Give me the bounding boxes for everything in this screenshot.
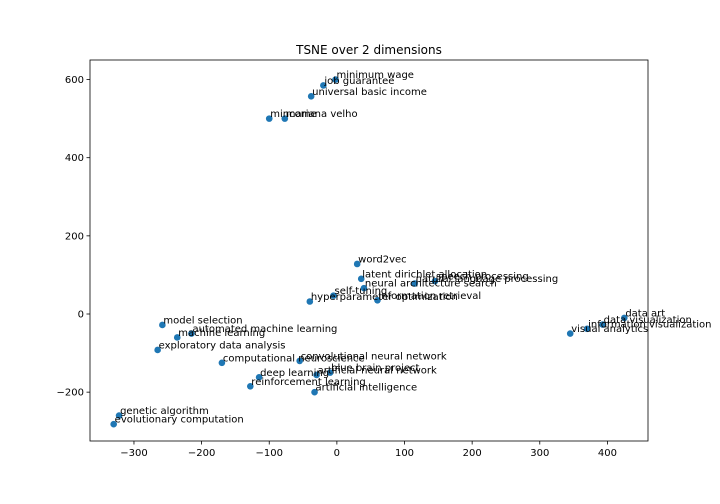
scatter-point bbox=[296, 357, 303, 365]
scatter-point bbox=[320, 82, 327, 89]
point-label: evolutionary computation bbox=[115, 415, 244, 426]
scatter-point bbox=[332, 76, 339, 83]
y-axis: −200 0 200 400 600 bbox=[57, 75, 90, 399]
scatter-point bbox=[246, 382, 254, 390]
scatter-point bbox=[306, 298, 314, 305]
scatter-point bbox=[154, 346, 161, 354]
scatter-point bbox=[307, 93, 315, 100]
point-label: speech processing bbox=[436, 272, 529, 283]
y-tick-label: 200 bbox=[65, 231, 84, 242]
scatter-point bbox=[188, 330, 195, 337]
point-label: information visualization bbox=[588, 319, 711, 330]
scatter-point bbox=[281, 115, 289, 122]
point-label: mariana velho bbox=[286, 109, 358, 120]
y-tick-label: 400 bbox=[65, 153, 84, 164]
scatter-point bbox=[326, 369, 334, 376]
point-label: minimum wage bbox=[337, 70, 414, 81]
axes-frame bbox=[89, 59, 649, 442]
x-axis: −300 −200 −100 0 100 200 300 400 bbox=[120, 441, 617, 459]
x-tick-label: −200 bbox=[188, 448, 215, 459]
point-label: latent dirichlet allocation bbox=[362, 269, 487, 280]
point-label: automated machine learning bbox=[192, 324, 337, 335]
x-tick-label: −100 bbox=[256, 448, 283, 459]
x-tick-label: 200 bbox=[463, 448, 482, 459]
point-label: self-tuning bbox=[334, 286, 387, 297]
scatter-point bbox=[566, 330, 574, 337]
scatter-point bbox=[360, 284, 368, 292]
scatter-point bbox=[115, 412, 123, 419]
point-label: reinforcement learning bbox=[251, 377, 365, 388]
scatter-point bbox=[353, 260, 361, 268]
y-tick-label: 0 bbox=[78, 310, 84, 321]
scatter-point bbox=[621, 314, 628, 322]
scatter-point bbox=[265, 115, 273, 122]
x-tick-label: 400 bbox=[598, 448, 617, 459]
x-tick-label: −300 bbox=[120, 448, 147, 459]
point-label: computational neuroscience bbox=[223, 353, 365, 364]
point-label: exploratory data analysis bbox=[159, 340, 286, 351]
point-label: universal basic income bbox=[312, 87, 427, 98]
point-label: natural language processing bbox=[416, 274, 559, 285]
x-tick-label: 0 bbox=[334, 448, 340, 459]
point-label: deep learning bbox=[260, 368, 329, 379]
scatter-point bbox=[374, 297, 381, 304]
x-tick-label: 300 bbox=[530, 448, 549, 459]
chart-title: TSNE over 2 dimensions bbox=[295, 43, 442, 57]
x-tick-label: 100 bbox=[395, 448, 414, 459]
scatter-point bbox=[583, 325, 591, 333]
y-tick-label: −200 bbox=[57, 388, 84, 399]
point-label: hyperparameter optimization bbox=[311, 292, 458, 303]
point-label: job guarantee bbox=[323, 76, 394, 87]
scatter-point bbox=[330, 292, 337, 299]
scatter-point bbox=[255, 374, 263, 381]
scatter-point bbox=[173, 334, 181, 341]
scatter-point bbox=[313, 371, 320, 379]
point-label: machine learning bbox=[178, 328, 265, 339]
point-label: convolutional neural network bbox=[301, 351, 447, 362]
point-label: data art bbox=[625, 308, 665, 319]
y-tick-label: 600 bbox=[65, 75, 84, 86]
scatter-point bbox=[411, 280, 418, 287]
scatter-point bbox=[218, 359, 226, 367]
point-label: visual analytics bbox=[571, 324, 648, 335]
point-label: artificial neural network bbox=[318, 365, 437, 376]
scatter-point bbox=[311, 388, 318, 396]
scatter-point bbox=[357, 275, 365, 283]
point-label: artificial intelligence bbox=[316, 383, 418, 394]
point-label: blue brain project bbox=[331, 363, 419, 374]
scatter-point bbox=[599, 321, 606, 328]
point-label: word2vec bbox=[358, 254, 407, 265]
point-label: genetic algorithm bbox=[120, 406, 209, 417]
scatter-point bbox=[110, 420, 117, 428]
point-label: information retrieval bbox=[378, 291, 481, 302]
point-label: model selection bbox=[163, 315, 242, 326]
scatter-points bbox=[110, 76, 628, 428]
point-label: mincome bbox=[270, 109, 316, 120]
scatter-point bbox=[159, 321, 166, 329]
point-label: neural architecture search bbox=[365, 279, 497, 290]
scatter-point bbox=[431, 277, 439, 285]
